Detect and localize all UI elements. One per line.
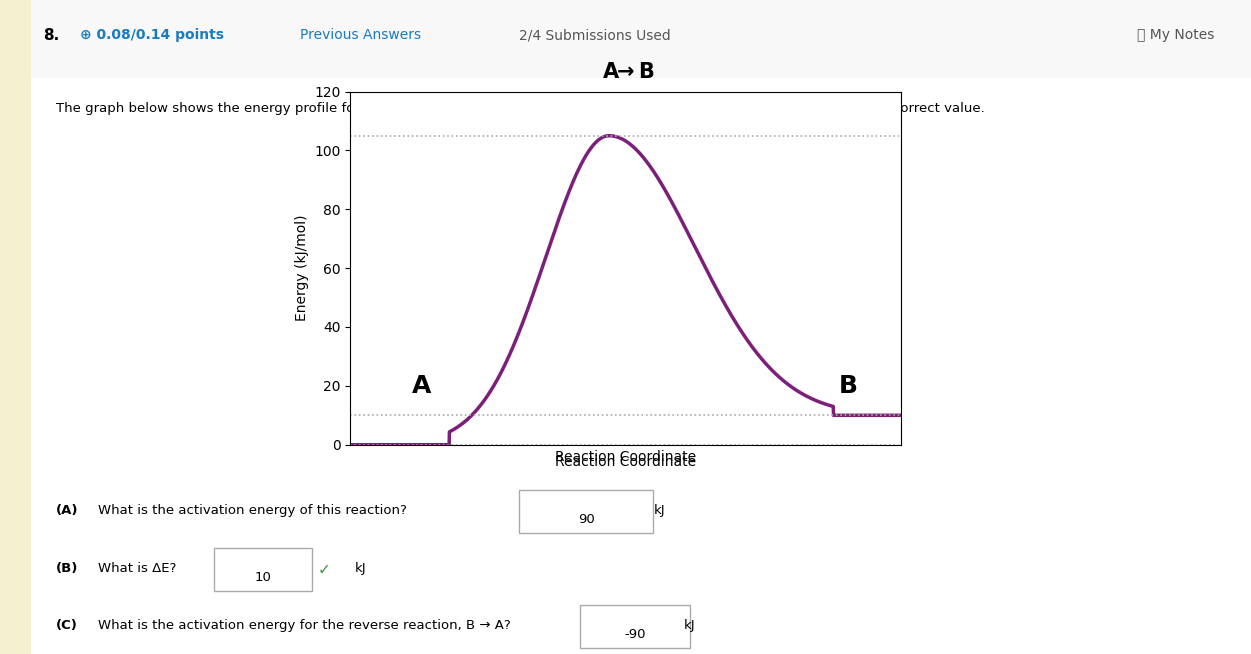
- Text: ⎙ My Notes: ⎙ My Notes: [1137, 28, 1215, 43]
- Text: The graph below shows the energy profile for the indicated reaction. Your answer: The graph below shows the energy profile…: [55, 101, 985, 114]
- Text: kJ: kJ: [653, 504, 666, 517]
- Text: A: A: [412, 374, 432, 398]
- Text: Reaction Coordinate: Reaction Coordinate: [555, 455, 696, 468]
- Text: 8.: 8.: [44, 28, 60, 43]
- Text: kJ: kJ: [684, 619, 696, 632]
- Text: A: A: [603, 61, 619, 82]
- Y-axis label: Energy (kJ/mol): Energy (kJ/mol): [295, 215, 309, 321]
- Text: kJ: kJ: [354, 562, 367, 575]
- Text: ✓: ✓: [318, 562, 330, 577]
- Text: (B): (B): [55, 562, 78, 575]
- Text: 2/4 Submissions Used: 2/4 Submissions Used: [519, 28, 671, 43]
- Text: Previous Answers: Previous Answers: [299, 28, 420, 43]
- FancyBboxPatch shape: [580, 605, 689, 648]
- Text: What is the activation energy of this reaction?: What is the activation energy of this re…: [99, 504, 408, 517]
- Text: -90: -90: [624, 628, 646, 641]
- Text: (C): (C): [55, 619, 78, 632]
- Text: B: B: [638, 61, 654, 82]
- Text: What is ΔE?: What is ΔE?: [99, 562, 176, 575]
- Text: 10: 10: [255, 570, 271, 583]
- Text: B: B: [839, 374, 858, 398]
- FancyBboxPatch shape: [519, 490, 653, 533]
- FancyBboxPatch shape: [214, 547, 311, 591]
- Text: (A): (A): [55, 504, 78, 517]
- Text: 90: 90: [578, 513, 594, 526]
- Text: →: →: [617, 61, 634, 82]
- Text: What is the activation energy for the reverse reaction, B → A?: What is the activation energy for the re…: [99, 619, 512, 632]
- Text: ⊕ 0.08/0.14 points: ⊕ 0.08/0.14 points: [80, 28, 224, 43]
- X-axis label: Reaction Coordinate: Reaction Coordinate: [555, 450, 696, 464]
